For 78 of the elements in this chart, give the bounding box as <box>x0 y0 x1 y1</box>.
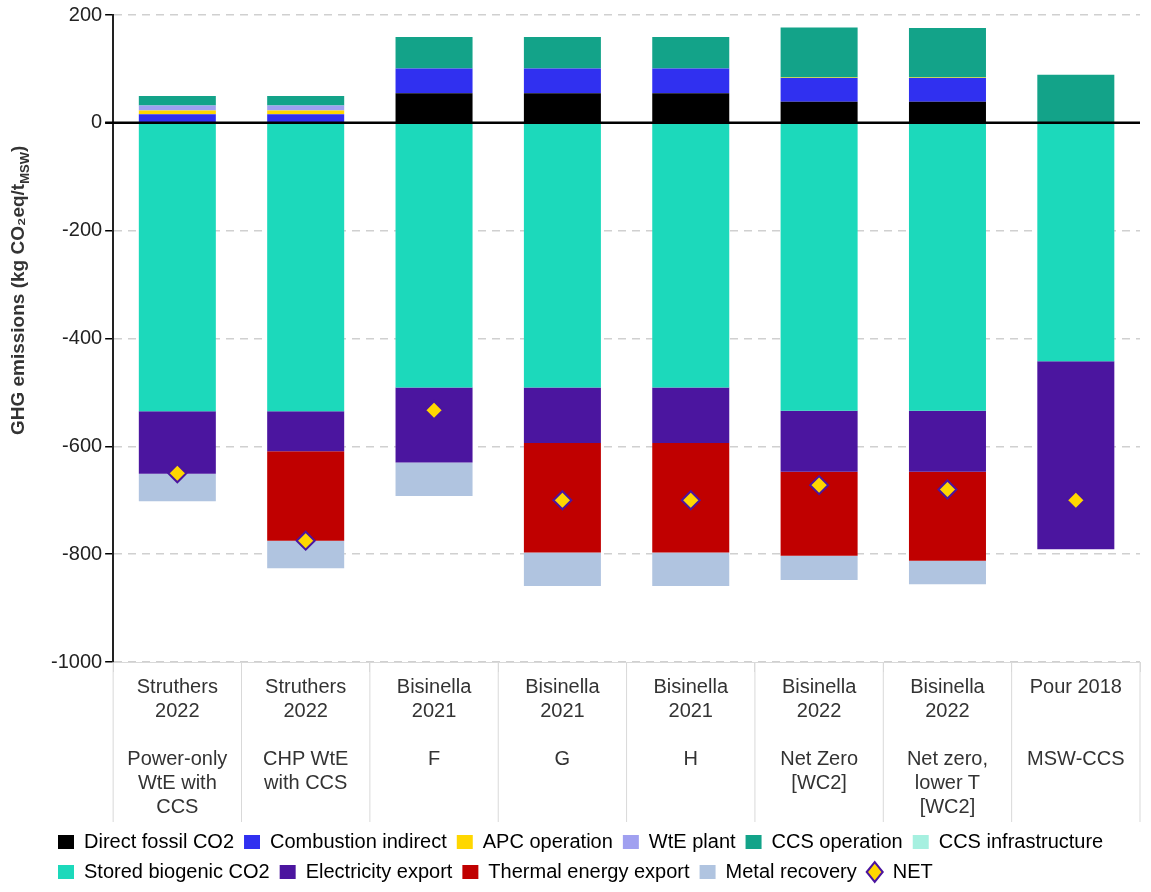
bar <box>1037 74 1115 123</box>
bar <box>523 387 601 444</box>
bar <box>780 27 858 78</box>
bar <box>523 68 601 94</box>
bar <box>908 410 986 472</box>
bar <box>267 95 345 106</box>
legend-label: WtE plant <box>648 829 736 852</box>
bar <box>523 443 601 553</box>
bar <box>523 123 601 388</box>
bar <box>138 123 216 412</box>
category-label: Struthers 2022 CHP WtE with CCS <box>263 674 349 793</box>
bar <box>267 123 345 412</box>
y-tick-label: -400 <box>62 326 103 349</box>
y-tick-label: -800 <box>62 541 103 564</box>
legend-label: Combustion indirect <box>270 829 448 852</box>
category-label: Bisinella 2021 G <box>525 674 600 769</box>
bar <box>395 462 473 496</box>
bar <box>652 68 730 94</box>
category-label: Pour 2018 MSW-CCS <box>1027 674 1125 769</box>
bar <box>652 123 730 388</box>
bar <box>267 114 345 123</box>
bar <box>652 552 730 586</box>
category-label: Struthers 2022 Power-only WtE with CCS <box>127 674 228 817</box>
legend-label: Electricity export <box>305 859 453 882</box>
bar <box>1037 123 1115 362</box>
category-label: Bisinella 2021 H <box>653 674 728 769</box>
bar <box>780 471 858 556</box>
bar <box>138 473 216 502</box>
point <box>424 400 445 421</box>
y-tick-label: 200 <box>68 2 103 25</box>
legend-label: NET <box>892 859 933 882</box>
point <box>167 463 188 484</box>
bar <box>267 110 345 115</box>
bar <box>908 123 986 411</box>
bar <box>523 37 601 69</box>
point <box>295 530 316 551</box>
bar <box>908 78 986 102</box>
point <box>809 475 830 496</box>
bar <box>267 540 345 569</box>
legend-label: Metal recovery <box>725 859 857 882</box>
bar <box>780 123 858 411</box>
legend-label: Thermal energy export <box>488 859 691 882</box>
bar <box>908 27 986 78</box>
bar <box>1037 361 1115 550</box>
bar <box>908 471 986 561</box>
bar <box>138 114 216 123</box>
bar <box>267 451 345 541</box>
y-tick-label: -200 <box>62 218 103 241</box>
point <box>552 490 573 511</box>
point <box>680 490 701 511</box>
y-tick-label: -1000 <box>51 649 103 672</box>
bar <box>780 555 858 581</box>
bar <box>523 552 601 586</box>
bar <box>908 560 986 585</box>
category-label: Bisinella 2022 Net zero, lower T [WC2] <box>906 674 989 817</box>
legend-label: CCS operation <box>771 829 903 852</box>
category-label: Bisinella 2021 F <box>396 674 472 769</box>
bar <box>267 411 345 452</box>
bar <box>652 443 730 553</box>
legend-label: Stored biogenic CO2 <box>84 859 270 882</box>
bar <box>652 37 730 69</box>
point <box>937 479 958 500</box>
bar <box>395 68 473 94</box>
legend-label: Direct fossil CO2 <box>84 829 235 852</box>
bar <box>780 78 858 102</box>
bar <box>652 387 730 444</box>
bar <box>395 37 473 69</box>
legend-label: CCS infrastructure <box>938 829 1104 852</box>
category-label: Bisinella 2022 Net Zero [WC2] <box>780 674 859 793</box>
bar <box>395 387 473 463</box>
bar <box>395 123 473 388</box>
bar <box>138 110 216 115</box>
point <box>1065 490 1086 511</box>
y-tick-label: 0 <box>91 110 103 133</box>
legend-label: APC operation <box>482 829 613 852</box>
bar <box>780 410 858 472</box>
y-tick-label: -600 <box>62 433 103 456</box>
bar <box>138 95 216 106</box>
